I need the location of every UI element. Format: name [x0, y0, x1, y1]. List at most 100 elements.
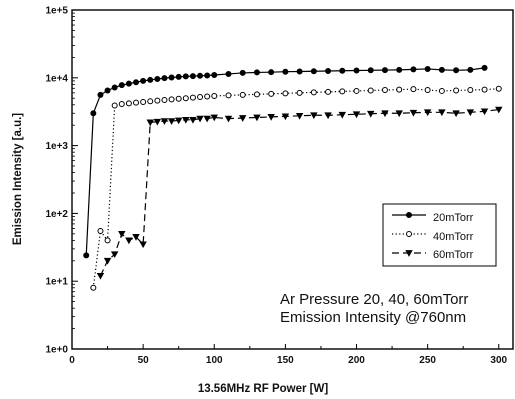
data-point: [495, 106, 503, 114]
data-point: [168, 74, 175, 81]
data-point: [154, 97, 161, 104]
data-point: [189, 116, 197, 124]
data-point: [139, 241, 147, 249]
data-point: [381, 67, 388, 74]
data-point: [211, 92, 218, 99]
data-point: [175, 95, 182, 102]
data-point: [203, 115, 211, 123]
data-point: [424, 87, 431, 94]
data-point: [96, 272, 105, 280]
data-point: [140, 77, 147, 84]
data-point: [481, 86, 488, 93]
x-tick-label: 300: [490, 355, 507, 366]
data-point: [466, 109, 475, 117]
data-point: [267, 114, 275, 121]
data-point: [238, 115, 247, 122]
data-point: [339, 67, 346, 74]
data-point: [395, 110, 403, 118]
x-tick-label: 200: [348, 355, 365, 366]
data-point: [396, 86, 403, 93]
data-point: [367, 67, 374, 74]
data-point: [118, 82, 125, 89]
data-point: [160, 118, 169, 125]
y-tick-label: 1e+1: [45, 277, 68, 288]
data-point: [453, 87, 460, 94]
data-point: [452, 110, 460, 118]
data-point: [353, 67, 360, 74]
data-point: [175, 73, 182, 80]
data-point: [224, 115, 233, 123]
series-40mtorr: [90, 85, 502, 291]
data-point: [167, 118, 176, 125]
legend-swatch-marker: [406, 231, 412, 237]
data-point: [90, 284, 97, 291]
data-point: [204, 93, 211, 100]
data-point: [225, 92, 232, 99]
data-point: [268, 90, 275, 97]
y-axis-title: Emission Intensity [a.u.]: [12, 113, 24, 245]
series-60mtorr: [96, 106, 503, 280]
data-point: [118, 101, 125, 108]
data-point: [424, 65, 431, 72]
annotation-pressure: Ar Pressure 20, 40, 60mTorr: [280, 291, 468, 308]
data-point: [197, 94, 204, 101]
legend-swatch-marker: [405, 250, 413, 257]
data-point: [438, 87, 445, 94]
data-point: [204, 72, 211, 79]
data-point: [282, 68, 289, 75]
data-point: [296, 89, 303, 96]
plot-area: [71, 9, 514, 350]
x-tick-label: 250: [419, 355, 436, 366]
data-point: [196, 115, 204, 123]
data-point: [133, 99, 140, 106]
y-tick-label: 1e+2: [45, 209, 68, 220]
data-point: [239, 69, 246, 76]
data-point: [324, 112, 332, 120]
legend-box: [382, 203, 497, 267]
data-point: [438, 66, 445, 73]
data-point: [339, 88, 346, 95]
data-point: [282, 90, 289, 97]
data-point: [197, 72, 204, 79]
data-point: [281, 113, 290, 121]
legend-swatches: [392, 211, 426, 257]
data-point: [495, 85, 502, 92]
data-point: [381, 87, 388, 94]
legend-swatch-marker: [405, 211, 412, 218]
data-point: [97, 228, 104, 235]
legend-label-20mtorr: 20mTorr: [433, 212, 474, 224]
y-tick-label: 1e+0: [45, 345, 68, 356]
data-point: [410, 86, 417, 93]
legend: 20mTorr 40mTorr 60mTorr: [382, 203, 497, 267]
data-point: [325, 67, 332, 74]
data-point: [147, 98, 154, 105]
data-point: [118, 230, 126, 238]
data-point: [97, 91, 104, 98]
data-point: [83, 252, 90, 259]
data-point: [210, 114, 218, 122]
data-point: [174, 117, 183, 125]
data-point: [104, 87, 111, 94]
x-tick-label: 150: [277, 355, 294, 366]
data-point: [111, 102, 118, 109]
data-point: [104, 237, 111, 244]
data-point: [90, 110, 97, 117]
data-point: [147, 76, 154, 83]
y-tick-label: 1e+4: [45, 73, 68, 84]
data-point: [182, 95, 189, 102]
x-tick-label: 100: [206, 355, 223, 366]
y-axis-ticks: 1e+0 1e+1 1e+2 1e+3 1e+4 1e+5: [45, 6, 78, 356]
data-point: [161, 97, 168, 104]
y-tick-label: 1e+5: [45, 6, 68, 17]
data-point: [132, 234, 140, 241]
x-axis-ticks: 0 50 100 150 200 250 300: [69, 344, 508, 366]
data-point: [225, 70, 232, 77]
data-point: [481, 64, 488, 71]
data-point: [211, 71, 218, 78]
data-point: [367, 87, 374, 94]
data-point: [268, 69, 275, 76]
data-point: [396, 66, 403, 73]
data-point: [325, 88, 332, 95]
data-point: [338, 111, 347, 119]
data-point: [182, 116, 190, 124]
